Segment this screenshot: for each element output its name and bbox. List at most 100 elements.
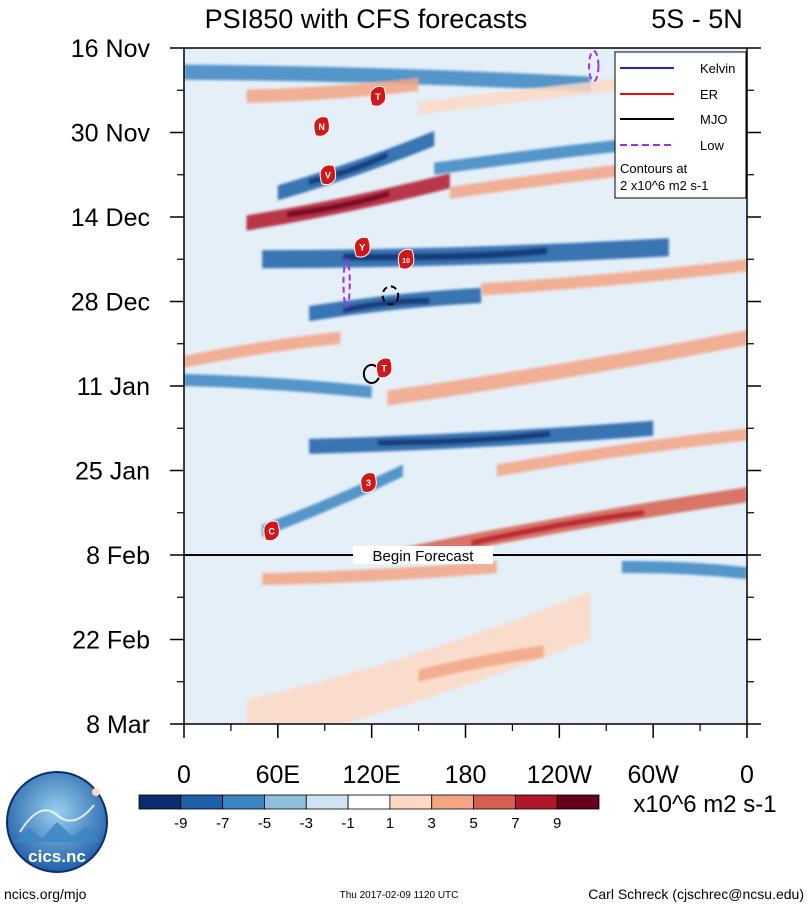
x-tick-label: 180 <box>445 761 487 789</box>
logo-sun <box>92 788 100 796</box>
anomaly-band <box>621 560 747 580</box>
y-tick-label: 25 Jan <box>75 458 150 486</box>
storm-marker: C <box>263 520 280 542</box>
storm-label: T <box>375 92 381 102</box>
anomaly-band <box>387 330 747 406</box>
storm-icon <box>369 85 387 107</box>
footer-timestamp: Thu 2017-02-09 1120 UTC <box>340 890 459 901</box>
storm-icon <box>353 236 371 258</box>
forecast-marker: Begin Forecast <box>184 546 747 565</box>
legend-low-label: Low <box>700 138 724 153</box>
colorbar-swatch <box>138 794 182 810</box>
logo-mountains <box>14 822 100 842</box>
colorbar-swatch <box>264 794 307 810</box>
colorbar-swatch <box>347 794 391 810</box>
logo-text: cics.nc <box>28 847 86 866</box>
colorbar-units: x10^6 m2 s-1 <box>633 791 776 818</box>
anomaly-band <box>184 64 591 92</box>
anomaly-band-core <box>287 190 389 218</box>
contour-layer <box>342 50 600 384</box>
colorbar-label: -5 <box>258 815 271 832</box>
colorbar-label: -3 <box>300 815 313 832</box>
low-contour <box>342 258 351 309</box>
anomaly-band-core <box>343 247 547 261</box>
region-label: 5S - 5N <box>651 4 743 34</box>
footer-author: Carl Schreck (cjschrec@ncsu.edu) <box>588 886 804 902</box>
colorbar-label: 1 <box>386 815 394 832</box>
colorbar-label: -7 <box>216 815 229 832</box>
colorbar-swatch <box>180 794 224 810</box>
colorbar-swatch <box>431 794 474 810</box>
y-tick-label: 8 Mar <box>86 711 150 739</box>
storm-marker: T <box>369 85 387 107</box>
colorbar-swatch <box>222 794 265 810</box>
anomaly-band <box>246 77 419 103</box>
colorbar: -9 -7 -5 -3 -1 1 3 5 7 9 <box>138 794 600 832</box>
mjo-contour <box>381 285 400 306</box>
storm-icon <box>375 357 393 379</box>
colorbar-swatch <box>389 794 433 810</box>
storm-icon <box>360 472 377 493</box>
colorbar-label: 5 <box>469 815 477 832</box>
colorbar-swatch <box>556 794 600 810</box>
storm-marker: 3 <box>360 472 377 493</box>
legend-box <box>614 51 747 199</box>
y-axis: 16 Nov 30 Nov 14 Dec 28 Dec 11 Jan 25 Jan 8 Fe… <box>71 35 761 739</box>
x-tick-label: 120E <box>342 761 400 789</box>
storm-marker: T <box>375 357 393 379</box>
colorbar-swatch <box>514 794 558 810</box>
colorbar-label: -9 <box>174 815 187 832</box>
storm-label: 10 <box>402 258 410 265</box>
colorbar-swatch <box>305 794 349 810</box>
y-tick-label: 8 Feb <box>86 542 150 570</box>
colorbar-label: 9 <box>553 815 561 832</box>
chart-title: PSI850 with CFS forecasts <box>205 4 528 34</box>
storm-label: T <box>381 363 387 373</box>
x-tick-label: 60E <box>256 761 300 789</box>
y-tick-label: 11 Jan <box>77 373 150 401</box>
anomaly-band <box>496 428 747 477</box>
y-tick-label: 14 Dec <box>71 204 150 232</box>
colorbar-label: 7 <box>511 815 519 832</box>
legend-contour-note-2: 2 x10^6 m2 s-1 <box>620 178 708 193</box>
storm-icon <box>263 520 280 542</box>
storm-marker: 10 <box>397 248 415 270</box>
storm-icon <box>313 116 330 137</box>
storm-label: C <box>268 526 275 536</box>
anomaly-bands-layer <box>184 64 747 724</box>
y-tick-label: 22 Feb <box>72 627 150 655</box>
colorbar-swatch <box>473 794 516 810</box>
storm-label: Y <box>359 243 365 253</box>
y-tick-label: 28 Dec <box>71 289 150 317</box>
footer-url[interactable]: ncics.org/mjo <box>4 886 87 902</box>
logo-wave <box>19 804 95 833</box>
storm-label: N <box>318 122 325 132</box>
x-tick-label: 60W <box>627 761 679 789</box>
x-tick-label: 0 <box>740 761 754 789</box>
anomaly-band <box>481 259 747 296</box>
anomaly-band <box>418 645 544 682</box>
anomaly-band <box>184 331 341 368</box>
anomaly-band-core <box>377 431 550 446</box>
storm-marker: V <box>319 164 337 186</box>
colorbar-label: -1 <box>341 815 354 832</box>
x-tick-label: 0 <box>177 761 191 789</box>
cics-logo: cics.nc <box>6 771 108 873</box>
logo-rim <box>6 771 108 873</box>
storm-marker: N <box>313 116 330 137</box>
x-tick-label: 120W <box>527 761 593 789</box>
legend-contour-note-1: Contours at <box>620 161 688 176</box>
legend-er-label: ER <box>700 87 718 102</box>
storm-icon <box>319 164 337 186</box>
y-tick-label: 16 Nov <box>71 35 151 63</box>
storm-label: 3 <box>366 478 371 488</box>
storm-marker: Y <box>353 236 371 258</box>
legend-kelvin-label: Kelvin <box>700 61 735 76</box>
forecast-label: Begin Forecast <box>373 548 475 565</box>
storm-layer: T N V Y 10 T 3 C <box>263 85 415 542</box>
y-tick-label: 30 Nov <box>71 120 151 148</box>
colorbar-label: 3 <box>428 815 436 832</box>
storm-label: V <box>325 170 331 180</box>
forecast-label-background <box>353 546 493 564</box>
